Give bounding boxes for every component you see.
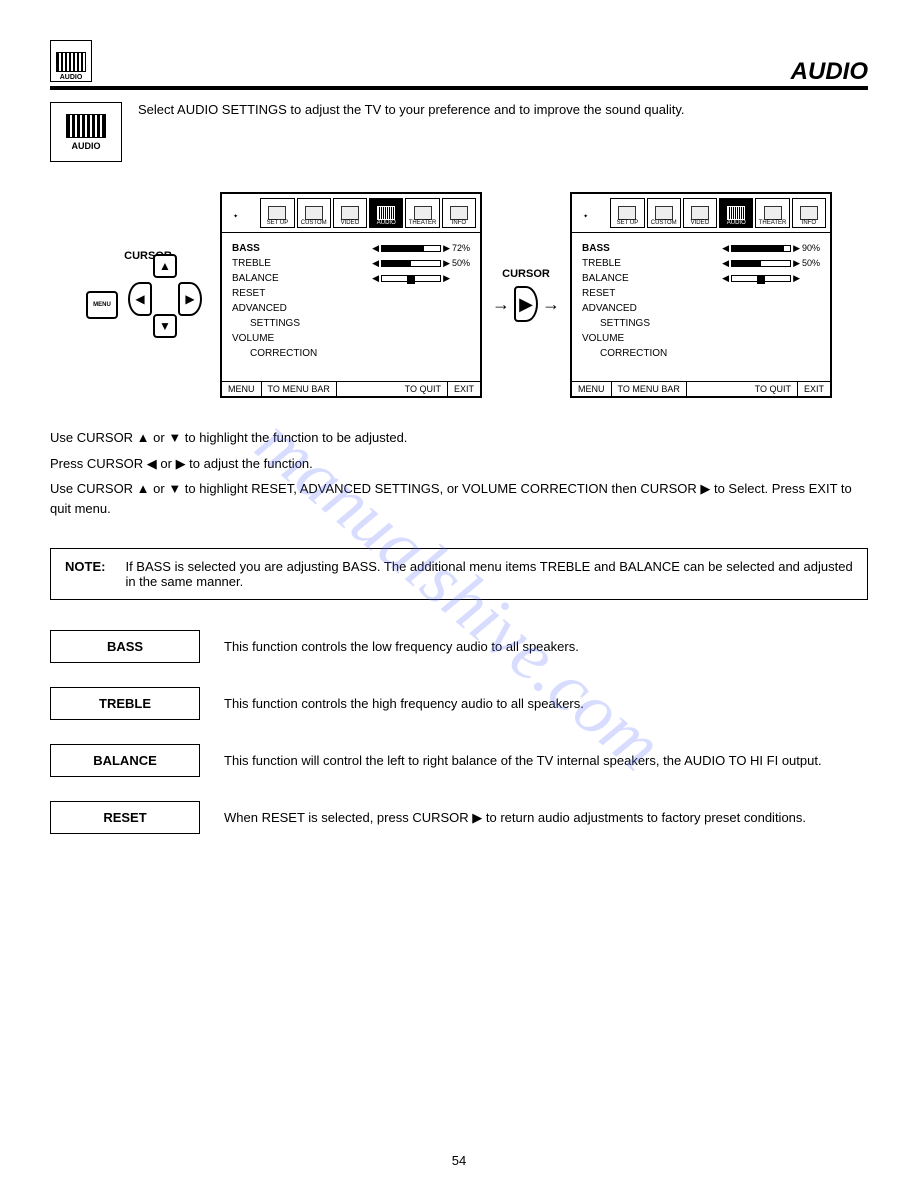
remote-cluster: CURSOR MENU ▲ ◀ ▶ ▼ <box>86 250 210 340</box>
header-small-icon: AUDIO <box>50 40 92 82</box>
nav-icon: ✦ <box>226 198 258 228</box>
osd-tabs: ✦ SET UP CUSTOM VIDEO AUDIO THEATER INFO <box>572 194 830 233</box>
item: CORRECTION <box>582 346 820 361</box>
audio-icon <box>66 114 106 138</box>
func-desc: When RESET is selected, press CURSOR ▶ t… <box>224 810 806 826</box>
osd-body: BASS ◀▶72% TREBLE ◀▶50% BALANCE ◀▶00% RE… <box>222 233 480 381</box>
func-reset: RESET When RESET is selected, press CURS… <box>50 801 868 834</box>
note-text: If BASS is selected you are adjusting BA… <box>125 559 853 589</box>
page-title: AUDIO <box>791 58 868 86</box>
remote-buttons: MENU ▲ ◀ ▶ ▼ <box>86 270 210 340</box>
tab-info: INFO <box>792 198 826 228</box>
tab-setup: SET UP <box>610 198 644 228</box>
osd-panel-1: ✦ SET UP CUSTOM VIDEO AUDIO THEATER INFO… <box>220 192 482 398</box>
cursor-side: CURSOR → ▶ → <box>492 268 560 322</box>
func-label: BASS <box>50 630 200 663</box>
func-label: BALANCE <box>50 744 200 777</box>
osd-footer: MENU TO MENU BAR TO QUIT EXIT <box>572 381 830 396</box>
func-treble: TREBLE This function controls the high f… <box>50 687 868 720</box>
intro-text: Select AUDIO SETTINGS to adjust the TV t… <box>138 102 685 117</box>
func-balance: BALANCE This function will control the l… <box>50 744 868 777</box>
intro-row: AUDIO Select AUDIO SETTINGS to adjust th… <box>50 102 868 162</box>
instruction-2: Press CURSOR ◀ or ▶ to adjust the functi… <box>50 454 868 474</box>
cursor-label: CURSOR <box>502 268 550 280</box>
icon-label: AUDIO <box>60 74 83 81</box>
item: SETTINGS <box>582 316 820 331</box>
tab-theater: THEATER <box>405 198 439 228</box>
tab-setup: SET UP <box>260 198 294 228</box>
func-desc: This function controls the low frequency… <box>224 639 579 654</box>
tab-theater: THEATER <box>755 198 789 228</box>
left-icon: ◀ <box>128 282 152 316</box>
nav-icon: ✦ <box>576 198 608 228</box>
func-bass: BASS This function controls the low freq… <box>50 630 868 663</box>
item: ADVANCED <box>582 301 820 316</box>
item: ADVANCED <box>232 301 470 316</box>
right-icon: ▶ <box>178 282 202 316</box>
note-box: NOTE: If BASS is selected you are adjust… <box>50 548 868 600</box>
header-rule: AUDIO <box>50 86 868 90</box>
func-desc: This function controls the high frequenc… <box>224 696 584 711</box>
item: CORRECTION <box>232 346 470 361</box>
treble-row: TREBLE ◀▶50% <box>582 256 820 271</box>
item: RESET <box>232 286 470 301</box>
tab-video: VIDEO <box>683 198 717 228</box>
tab-info: INFO <box>442 198 476 228</box>
audio-icon-box: AUDIO <box>50 102 122 162</box>
item: SETTINGS <box>232 316 470 331</box>
arrow-icon: → ▶ → <box>492 286 560 322</box>
balance-row: BALANCE ◀▶00% <box>232 271 470 286</box>
osd-body: BASS ◀▶90% TREBLE ◀▶50% BALANCE ◀▶00% RE… <box>572 233 830 381</box>
dpad-icon: ▲ ◀ ▶ ▼ <box>120 270 210 340</box>
tab-custom: CUSTOM <box>297 198 331 228</box>
note-label: NOTE: <box>65 559 105 589</box>
osd-tabs: ✦ SET UP CUSTOM VIDEO AUDIO THEATER INFO <box>222 194 480 233</box>
osd-panel-2: ✦ SET UP CUSTOM VIDEO AUDIO THEATER INFO… <box>570 192 832 398</box>
menu-button-icon: MENU <box>86 291 118 319</box>
page-number: 54 <box>452 1153 466 1168</box>
audio-icon <box>56 52 86 72</box>
balance-row: BALANCE ◀▶00% <box>582 271 820 286</box>
treble-row: TREBLE ◀▶50% <box>232 256 470 271</box>
tab-audio: AUDIO <box>719 198 753 228</box>
right-button-icon: ▶ <box>514 286 538 322</box>
tab-video: VIDEO <box>333 198 367 228</box>
bass-row: BASS ◀▶72% <box>232 241 470 256</box>
func-desc: This function will control the left to r… <box>224 753 822 768</box>
tab-custom: CUSTOM <box>647 198 681 228</box>
down-icon: ▼ <box>153 314 177 338</box>
osd-footer: MENU TO MENU BAR TO QUIT EXIT <box>222 381 480 396</box>
diagram: CURSOR MENU ▲ ◀ ▶ ▼ ✦ SET UP CUSTOM VIDE… <box>50 192 868 398</box>
func-label: TREBLE <box>50 687 200 720</box>
item: RESET <box>582 286 820 301</box>
tab-audio: AUDIO <box>369 198 403 228</box>
func-label: RESET <box>50 801 200 834</box>
item: VOLUME <box>582 331 820 346</box>
up-icon: ▲ <box>153 254 177 278</box>
icon-label: AUDIO <box>72 141 101 151</box>
item: VOLUME <box>232 331 470 346</box>
instruction-3: Use CURSOR ▲ or ▼ to highlight RESET, AD… <box>50 479 868 518</box>
bass-row: BASS ◀▶90% <box>582 241 820 256</box>
instruction-1: Use CURSOR ▲ or ▼ to highlight the funct… <box>50 428 868 448</box>
